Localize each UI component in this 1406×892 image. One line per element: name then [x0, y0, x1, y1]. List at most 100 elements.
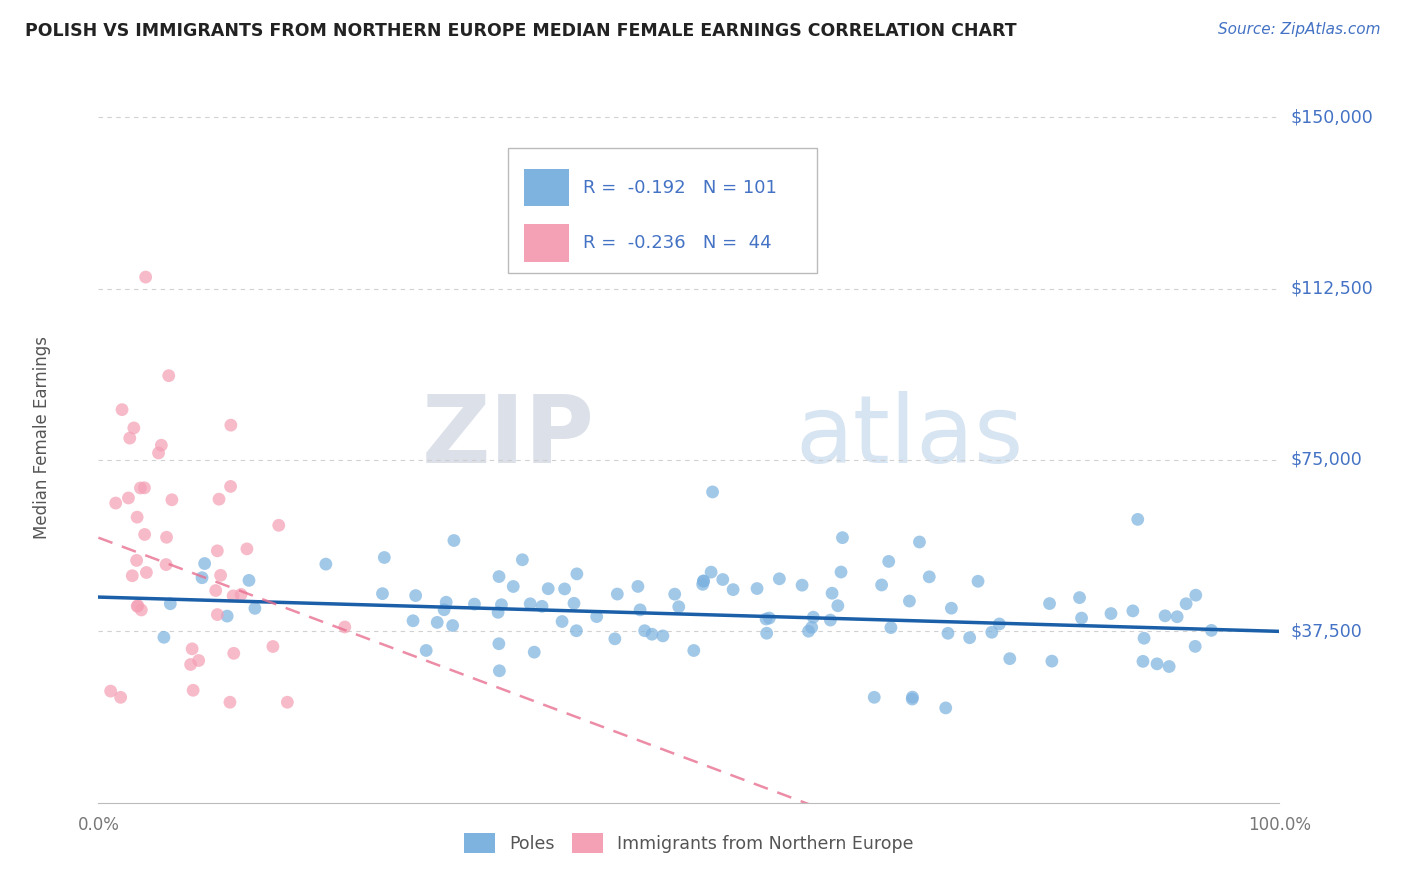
Point	[863, 690, 886, 705]
Point	[433, 603, 456, 617]
Point	[238, 574, 260, 588]
Point	[651, 629, 673, 643]
Point	[959, 631, 981, 645]
Point	[628, 603, 651, 617]
Point	[830, 565, 852, 579]
Point	[267, 518, 290, 533]
Point	[797, 624, 820, 639]
Point	[160, 492, 183, 507]
Point	[150, 438, 173, 452]
Point	[1038, 597, 1060, 611]
Point	[426, 615, 449, 630]
Point	[519, 597, 541, 611]
Point	[110, 690, 132, 705]
Point	[1184, 640, 1206, 654]
Point	[768, 572, 790, 586]
Point	[603, 632, 626, 646]
Point	[531, 599, 554, 614]
Point	[585, 609, 607, 624]
Point	[219, 479, 242, 493]
Point	[668, 599, 690, 614]
Legend: Poles, Immigrants from Northern Europe: Poles, Immigrants from Northern Europe	[457, 826, 921, 860]
Point	[606, 587, 628, 601]
Point	[523, 645, 546, 659]
Point	[908, 535, 931, 549]
Point	[134, 527, 156, 541]
Point	[127, 599, 149, 613]
Point	[488, 569, 510, 583]
Point	[898, 594, 921, 608]
Point	[333, 620, 356, 634]
Point	[443, 533, 465, 548]
Point	[820, 613, 842, 627]
Point	[315, 557, 337, 571]
Point	[1132, 654, 1154, 668]
Point	[1122, 604, 1144, 618]
Point	[463, 597, 485, 611]
Point	[831, 531, 853, 545]
Point	[502, 579, 524, 593]
Point	[755, 626, 778, 640]
Point	[121, 568, 143, 582]
Point	[880, 621, 903, 635]
Point	[537, 582, 560, 596]
Point	[100, 684, 122, 698]
Point	[217, 609, 239, 624]
Point	[129, 481, 152, 495]
Point	[118, 431, 141, 445]
Point	[229, 587, 252, 601]
Point	[104, 496, 127, 510]
Point	[692, 574, 714, 588]
Point	[800, 620, 823, 634]
Point	[181, 641, 204, 656]
Text: $75,000: $75,000	[1291, 451, 1362, 469]
Point	[1159, 659, 1181, 673]
Point	[641, 627, 664, 641]
Point	[236, 541, 259, 556]
Point	[634, 624, 657, 638]
Point	[1069, 591, 1091, 605]
Point	[191, 571, 214, 585]
Point	[148, 446, 170, 460]
Point	[551, 615, 574, 629]
Point	[134, 481, 156, 495]
Point	[1133, 632, 1156, 646]
Point	[219, 695, 242, 709]
Point	[135, 566, 157, 580]
Point	[901, 690, 924, 705]
Text: $37,500: $37,500	[1291, 623, 1362, 640]
Point	[129, 603, 152, 617]
Point	[980, 625, 1002, 640]
Point	[1175, 597, 1198, 611]
Text: $150,000: $150,000	[1291, 108, 1374, 126]
Point	[941, 601, 963, 615]
Text: ZIP: ZIP	[422, 391, 595, 483]
Point	[700, 565, 723, 579]
Point	[755, 612, 778, 626]
Point	[111, 402, 134, 417]
Point	[127, 599, 149, 614]
Point	[1126, 512, 1149, 526]
Point	[187, 653, 209, 667]
Point	[935, 701, 957, 715]
Point	[117, 491, 139, 505]
Point	[276, 695, 298, 709]
Text: POLISH VS IMMIGRANTS FROM NORTHERN EUROPE MEDIAN FEMALE EARNINGS CORRELATION CHA: POLISH VS IMMIGRANTS FROM NORTHERN EUROP…	[25, 22, 1017, 40]
Point	[181, 683, 204, 698]
Point	[208, 492, 231, 507]
Point	[512, 553, 534, 567]
Text: Source: ZipAtlas.com: Source: ZipAtlas.com	[1218, 22, 1381, 37]
Point	[562, 596, 585, 610]
Point	[180, 657, 202, 672]
Point	[125, 553, 148, 567]
Point	[1166, 609, 1188, 624]
Point	[262, 640, 284, 654]
Point	[967, 574, 990, 589]
Point	[159, 597, 181, 611]
Point	[209, 568, 232, 582]
Point	[936, 626, 959, 640]
Point	[441, 618, 464, 632]
Point	[194, 557, 217, 571]
Point	[373, 550, 395, 565]
Point	[702, 484, 724, 499]
